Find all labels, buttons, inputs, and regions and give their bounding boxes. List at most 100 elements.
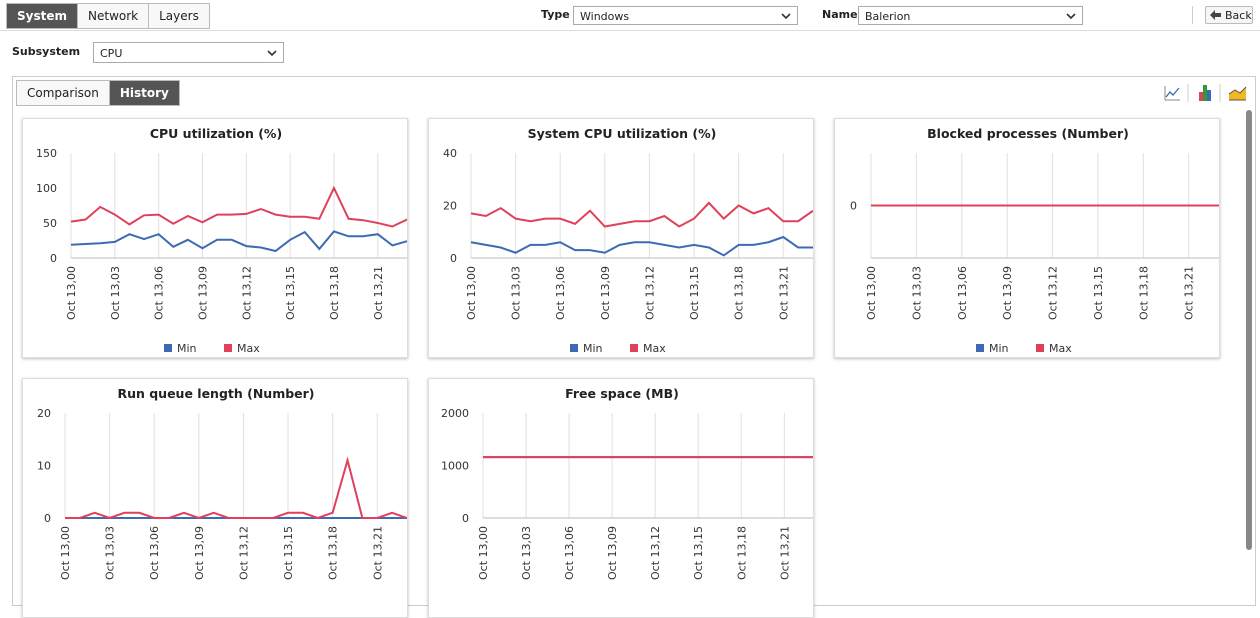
x-tick-label: Oct 13,03 (104, 526, 117, 580)
view-tab[interactable]: History (109, 81, 179, 105)
legend-label: Min (177, 342, 197, 355)
x-tick-label: Oct 13,06 (563, 526, 576, 580)
x-tick-label: Oct 13,15 (282, 526, 295, 580)
page: System Network Layers Type Windows Name … (0, 3, 1260, 618)
type-select[interactable]: Windows (573, 6, 798, 25)
chart: Free space (MB) 0 1000 2000 Oct 13,00 Oct 13,… (441, 386, 813, 580)
x-tick-label: Oct 13,21 (1183, 266, 1196, 320)
series-line (65, 456, 407, 520)
y-tick-label: 0 (50, 252, 57, 265)
x-tick-label: Oct 13,21 (778, 526, 791, 580)
x-tick-label: Oct 13,09 (606, 526, 619, 580)
x-tick-label: Oct 13,06 (148, 526, 161, 580)
x-tick-label: Oct 13,21 (372, 266, 385, 320)
x-tick-label: Oct 13,15 (692, 526, 705, 580)
chart-card: Run queue length (Number) 0 10 20 Oct 13,00 O… (22, 378, 408, 618)
y-tick-label: 0 (850, 200, 857, 213)
type-value: Windows (580, 10, 630, 23)
x-tick-label: Oct 13,03 (109, 266, 122, 320)
x-tick-label: Oct 13,06 (956, 266, 969, 320)
chevron (267, 50, 277, 57)
legend-swatch (630, 344, 638, 352)
subsystem-select[interactable]: CPU (93, 42, 284, 63)
y-tick-label: 10 (37, 460, 51, 473)
chart-title: Free space (MB) (565, 386, 679, 401)
series-line (470, 235, 813, 257)
x-tick-label: Oct 13,18 (1137, 266, 1150, 320)
chart-card: System CPU utilization (%) 0 20 40 Oct 13,00… (428, 118, 814, 358)
chart-card: Free space (MB) 0 1000 2000 Oct 13,00 Oct 13,… (428, 378, 814, 618)
x-tick-label: Oct 13,12 (643, 266, 656, 320)
x-tick-label: Oct 13,00 (865, 266, 878, 320)
x-tick-label: Oct 13,06 (554, 266, 567, 320)
y-tick-label: 150 (36, 147, 57, 160)
chart-title: CPU utilization (%) (150, 126, 282, 141)
x-tick-label: Oct 13,18 (735, 526, 748, 580)
chart: System CPU utilization (%) 0 20 40 Oct 13,00… (443, 126, 813, 355)
y-tick-label: 100 (36, 182, 57, 195)
x-tick-label: Oct 13,09 (193, 526, 206, 580)
x-tick-label: Oct 13,09 (1001, 266, 1014, 320)
chart-card: Blocked processes (Number) 0 Oct 13,00 Oct … (834, 118, 1220, 358)
x-tick-label: Oct 13,18 (733, 266, 746, 320)
line-chart-icon[interactable] (1164, 86, 1180, 101)
x-tick-label: Oct 13,21 (371, 526, 384, 580)
name-value: Balerion (865, 10, 911, 23)
y-tick-label: 2000 (441, 407, 469, 420)
legend-swatch (976, 344, 984, 352)
area-chart-icon[interactable] (1228, 86, 1247, 101)
x-tick-label: Oct 13,00 (465, 266, 478, 320)
x-tick-label: Oct 13,06 (153, 266, 166, 320)
type-label: Type (541, 8, 570, 21)
x-tick-label: Oct 13,03 (520, 526, 533, 580)
y-tick-label: 20 (37, 407, 51, 420)
back-button[interactable]: Back (1205, 6, 1253, 24)
legend-label: Max (1049, 342, 1072, 355)
tab[interactable]: Layers (149, 4, 209, 28)
legend-label: Min (989, 342, 1009, 355)
chart-card: CPU utilization (%) 0 50 100 150 Oct 13,00 Oct… (22, 118, 408, 358)
scrollbar[interactable] (1246, 110, 1252, 550)
view-tab[interactable]: Comparison (17, 81, 110, 105)
y-tick-label: 0 (450, 252, 457, 265)
view-tabs: Comparison History (16, 80, 180, 106)
subsystem-label: Subsystem (12, 45, 81, 58)
tab[interactable]: System (7, 4, 78, 28)
x-tick-label: Oct 13,03 (510, 266, 523, 320)
x-tick-label: Oct 13,18 (327, 526, 340, 580)
legend-swatch (164, 344, 172, 352)
main-tabs: System Network Layers (6, 3, 210, 29)
legend-label: Max (237, 342, 260, 355)
y-tick-label: 40 (443, 147, 457, 160)
x-tick-label: Oct 13,00 (59, 526, 72, 580)
x-tick-label: Oct 13,21 (777, 266, 790, 320)
subsystem-value: CPU (100, 47, 123, 60)
legend-label: Min (583, 342, 603, 355)
back-icon (1210, 10, 1221, 20)
name-label: Name (822, 8, 858, 21)
x-tick-label: Oct 13,15 (688, 266, 701, 320)
x-tick-label: Oct 13,00 (65, 266, 78, 320)
y-tick-label: 50 (43, 217, 57, 230)
legend-swatch (570, 344, 578, 352)
x-tick-label: Oct 13,12 (237, 526, 250, 580)
separator (1192, 6, 1193, 24)
name-select[interactable]: Balerion (858, 6, 1083, 25)
y-tick-label: 0 (44, 512, 51, 525)
x-tick-label: Oct 13,00 (477, 526, 490, 580)
toolbar-icons (1164, 84, 1247, 102)
series-line (70, 230, 407, 253)
x-tick-label: Oct 13,15 (284, 266, 297, 320)
legend-swatch (224, 344, 232, 352)
y-tick-label: 1000 (441, 460, 469, 473)
tab[interactable]: Network (78, 4, 150, 28)
series-line (70, 185, 407, 228)
series-line (470, 201, 813, 228)
chart: Run queue length (Number) 0 10 20 Oct 13,00 O… (37, 386, 407, 580)
x-tick-label: Oct 13,18 (328, 266, 341, 320)
chart: Blocked processes (Number) 0 Oct 13,00 Oct … (850, 126, 1219, 355)
bar-chart-icon[interactable] (1199, 85, 1211, 101)
x-tick-label: Oct 13,12 (649, 526, 662, 580)
x-tick-label: Oct 13,03 (910, 266, 923, 320)
chevron (781, 13, 791, 20)
